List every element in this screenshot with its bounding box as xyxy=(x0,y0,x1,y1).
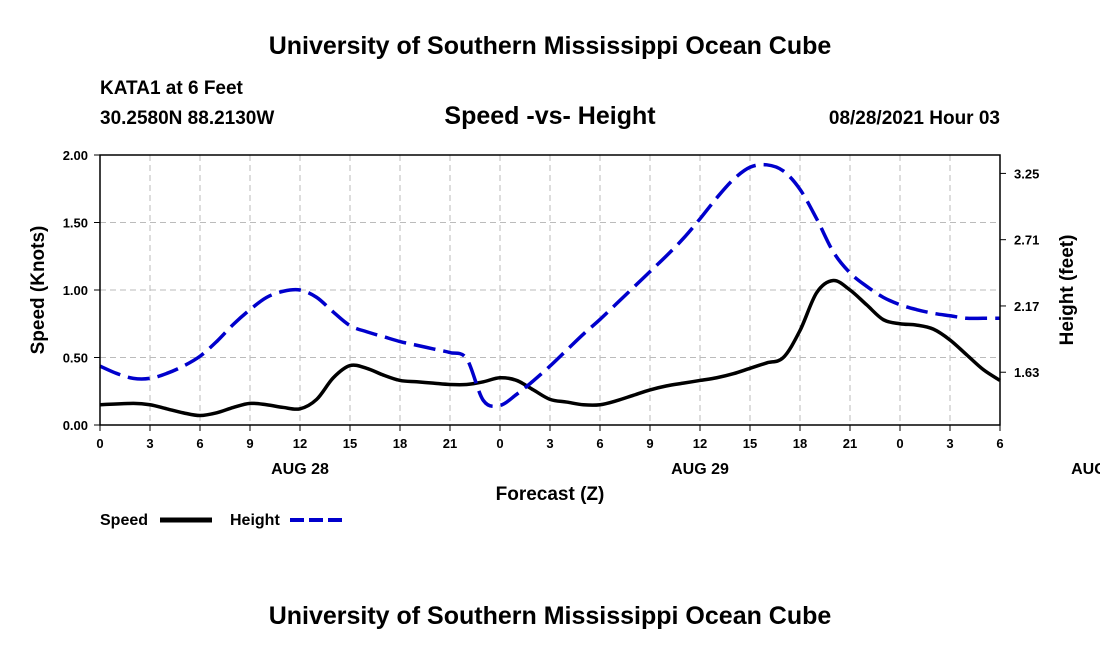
y-tick-label-right: 2.71 xyxy=(1014,233,1039,248)
series-line-height xyxy=(99,162,1000,409)
x-axis-label: Forecast (Z) xyxy=(496,484,605,505)
y-axis-left-label: Speed (Knots) xyxy=(28,226,49,355)
y-axis-right-label: Height (feet) xyxy=(1057,235,1078,346)
x-tick-label: 12 xyxy=(693,436,707,451)
legend-height-label: Height xyxy=(230,512,280,529)
y-tick-label-left: 1.50 xyxy=(63,216,88,231)
x-tick-label: 6 xyxy=(196,436,203,451)
x-tick-label: 21 xyxy=(843,436,857,451)
x-tick-label: 18 xyxy=(793,436,807,451)
x-tick-label: 0 xyxy=(496,436,503,451)
x-tick-label: 6 xyxy=(996,436,1003,451)
y-tick-label-right: 1.63 xyxy=(1014,365,1039,380)
y-tick-label-left: 0.00 xyxy=(63,418,88,433)
x-tick-label: 21 xyxy=(443,436,457,451)
x-tick-label: 15 xyxy=(343,436,357,451)
series-layer xyxy=(99,162,1001,418)
date-label: AUG 28 xyxy=(271,461,329,478)
date-label: AUG 30 xyxy=(1071,461,1100,478)
grid-lines xyxy=(100,154,1000,426)
x-axis: 0 3 6 9 12 15 18 21 0 3 6 9 12 15 18 21 0 3 6 xyxy=(96,425,1004,451)
y-tick-label-left: 0.50 xyxy=(63,351,88,366)
station-label: KATA1 at 6 Feet xyxy=(100,78,244,99)
forecast-datetime: 08/28/2021 Hour 03 xyxy=(829,108,1000,129)
x-tick-label: 9 xyxy=(246,436,253,451)
x-tick-label: 9 xyxy=(646,436,653,451)
x-tick-label: 12 xyxy=(293,436,307,451)
x-tick-label: 0 xyxy=(896,436,903,451)
x-tick-label: 0 xyxy=(96,436,103,451)
legend: Speed Height xyxy=(100,512,342,529)
station-coords: 30.2580N 88.2130W xyxy=(100,108,274,129)
y-axis-left: 0.00 0.50 1.00 1.50 2.00 xyxy=(63,148,100,433)
series-line-speed xyxy=(99,278,1001,418)
x-tick-label: 3 xyxy=(546,436,553,451)
top-title: University of Southern Mississippi Ocean… xyxy=(269,32,832,60)
chart-title: Speed -vs- Height xyxy=(444,102,656,130)
y-axis-right: 1.63 2.17 2.71 3.25 xyxy=(1000,166,1039,380)
y-tick-label-right: 3.25 xyxy=(1014,166,1039,181)
x-tick-label: 18 xyxy=(393,436,407,451)
bottom-title: University of Southern Mississippi Ocean… xyxy=(269,602,832,630)
x-tick-label: 3 xyxy=(146,436,153,451)
date-label: AUG 29 xyxy=(671,461,729,478)
legend-speed-label: Speed xyxy=(100,512,148,529)
y-tick-label-left: 2.00 xyxy=(63,148,88,163)
x-tick-label: 15 xyxy=(743,436,757,451)
x-tick-label: 6 xyxy=(596,436,603,451)
x-tick-label: 3 xyxy=(946,436,953,451)
date-labels: AUG 28 AUG 29 AUG 30 xyxy=(271,461,1100,478)
y-tick-label-right: 2.17 xyxy=(1014,299,1039,314)
y-tick-label-left: 1.00 xyxy=(63,283,88,298)
